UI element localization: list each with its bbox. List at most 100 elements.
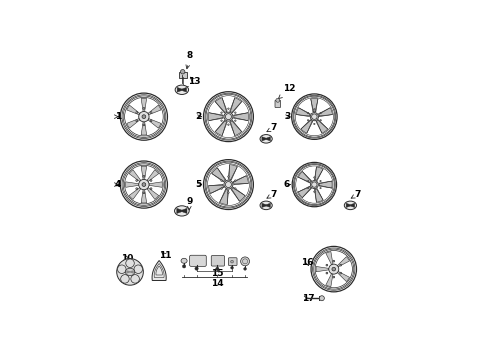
Circle shape — [313, 123, 314, 125]
Polygon shape — [337, 271, 349, 282]
Ellipse shape — [260, 201, 272, 210]
Polygon shape — [350, 203, 354, 207]
Text: 1: 1 — [114, 112, 121, 121]
Polygon shape — [346, 203, 350, 207]
Circle shape — [136, 120, 137, 122]
Polygon shape — [141, 190, 146, 203]
Circle shape — [234, 120, 236, 121]
Circle shape — [142, 192, 144, 194]
Polygon shape — [182, 208, 186, 213]
Polygon shape — [148, 105, 161, 115]
Polygon shape — [314, 167, 323, 181]
Circle shape — [227, 124, 229, 125]
Polygon shape — [298, 186, 311, 198]
Circle shape — [227, 176, 229, 177]
Polygon shape — [310, 99, 317, 112]
FancyBboxPatch shape — [228, 258, 237, 266]
Circle shape — [332, 260, 334, 262]
Polygon shape — [296, 108, 310, 117]
Circle shape — [331, 267, 335, 271]
Circle shape — [339, 272, 341, 274]
Circle shape — [307, 112, 308, 114]
Circle shape — [182, 265, 185, 268]
Circle shape — [230, 260, 233, 263]
Circle shape — [307, 180, 308, 182]
Circle shape — [339, 264, 341, 266]
Circle shape — [220, 188, 222, 189]
Text: 11: 11 — [159, 251, 171, 260]
Text: 6: 6 — [284, 180, 289, 189]
Polygon shape — [125, 182, 139, 187]
Polygon shape — [228, 165, 237, 180]
Circle shape — [134, 265, 142, 274]
Circle shape — [136, 188, 137, 190]
Polygon shape — [147, 188, 159, 199]
Polygon shape — [265, 203, 270, 207]
Polygon shape — [129, 170, 141, 181]
Polygon shape — [325, 274, 332, 287]
Circle shape — [319, 188, 321, 189]
Text: 17: 17 — [301, 294, 314, 303]
Polygon shape — [130, 270, 134, 274]
Text: 7: 7 — [266, 190, 276, 199]
FancyBboxPatch shape — [189, 255, 206, 266]
Polygon shape — [318, 181, 331, 188]
Ellipse shape — [175, 85, 188, 94]
Circle shape — [225, 181, 231, 188]
Polygon shape — [176, 208, 182, 213]
Circle shape — [117, 265, 126, 274]
Text: 16: 16 — [301, 258, 313, 267]
Circle shape — [224, 112, 232, 121]
Circle shape — [307, 188, 308, 189]
Circle shape — [150, 120, 152, 122]
Polygon shape — [229, 98, 241, 113]
Circle shape — [121, 275, 129, 283]
Text: 7: 7 — [350, 190, 361, 199]
Circle shape — [142, 175, 144, 177]
Circle shape — [125, 259, 134, 267]
Circle shape — [220, 120, 222, 121]
Circle shape — [275, 98, 279, 102]
Circle shape — [150, 180, 152, 181]
FancyBboxPatch shape — [179, 72, 186, 78]
Circle shape — [220, 112, 222, 113]
Circle shape — [142, 115, 145, 118]
Circle shape — [195, 267, 198, 270]
Circle shape — [234, 180, 236, 181]
Circle shape — [325, 264, 327, 266]
Polygon shape — [265, 137, 270, 141]
Circle shape — [311, 182, 316, 187]
Ellipse shape — [260, 135, 272, 143]
Circle shape — [328, 264, 338, 274]
Polygon shape — [141, 98, 146, 112]
Circle shape — [313, 109, 314, 110]
Circle shape — [150, 112, 152, 113]
Text: 3: 3 — [284, 112, 289, 121]
Polygon shape — [149, 182, 162, 187]
Text: 2: 2 — [195, 112, 201, 121]
Polygon shape — [141, 166, 146, 179]
Polygon shape — [315, 120, 327, 133]
Circle shape — [313, 191, 314, 192]
Circle shape — [136, 180, 137, 181]
Text: 15: 15 — [211, 269, 223, 278]
Circle shape — [220, 180, 222, 181]
Circle shape — [131, 275, 139, 283]
Polygon shape — [177, 87, 182, 92]
Polygon shape — [182, 87, 186, 92]
Circle shape — [310, 181, 318, 189]
FancyBboxPatch shape — [274, 100, 280, 108]
Circle shape — [230, 266, 233, 269]
Text: 12: 12 — [278, 85, 295, 99]
Polygon shape — [215, 120, 227, 136]
Circle shape — [243, 267, 246, 270]
Polygon shape — [215, 98, 227, 113]
Polygon shape — [230, 187, 244, 201]
Circle shape — [234, 112, 236, 113]
Circle shape — [180, 69, 184, 74]
Polygon shape — [152, 261, 166, 280]
Polygon shape — [208, 113, 223, 121]
Polygon shape — [318, 108, 332, 117]
Polygon shape — [233, 113, 248, 121]
Polygon shape — [126, 105, 140, 115]
